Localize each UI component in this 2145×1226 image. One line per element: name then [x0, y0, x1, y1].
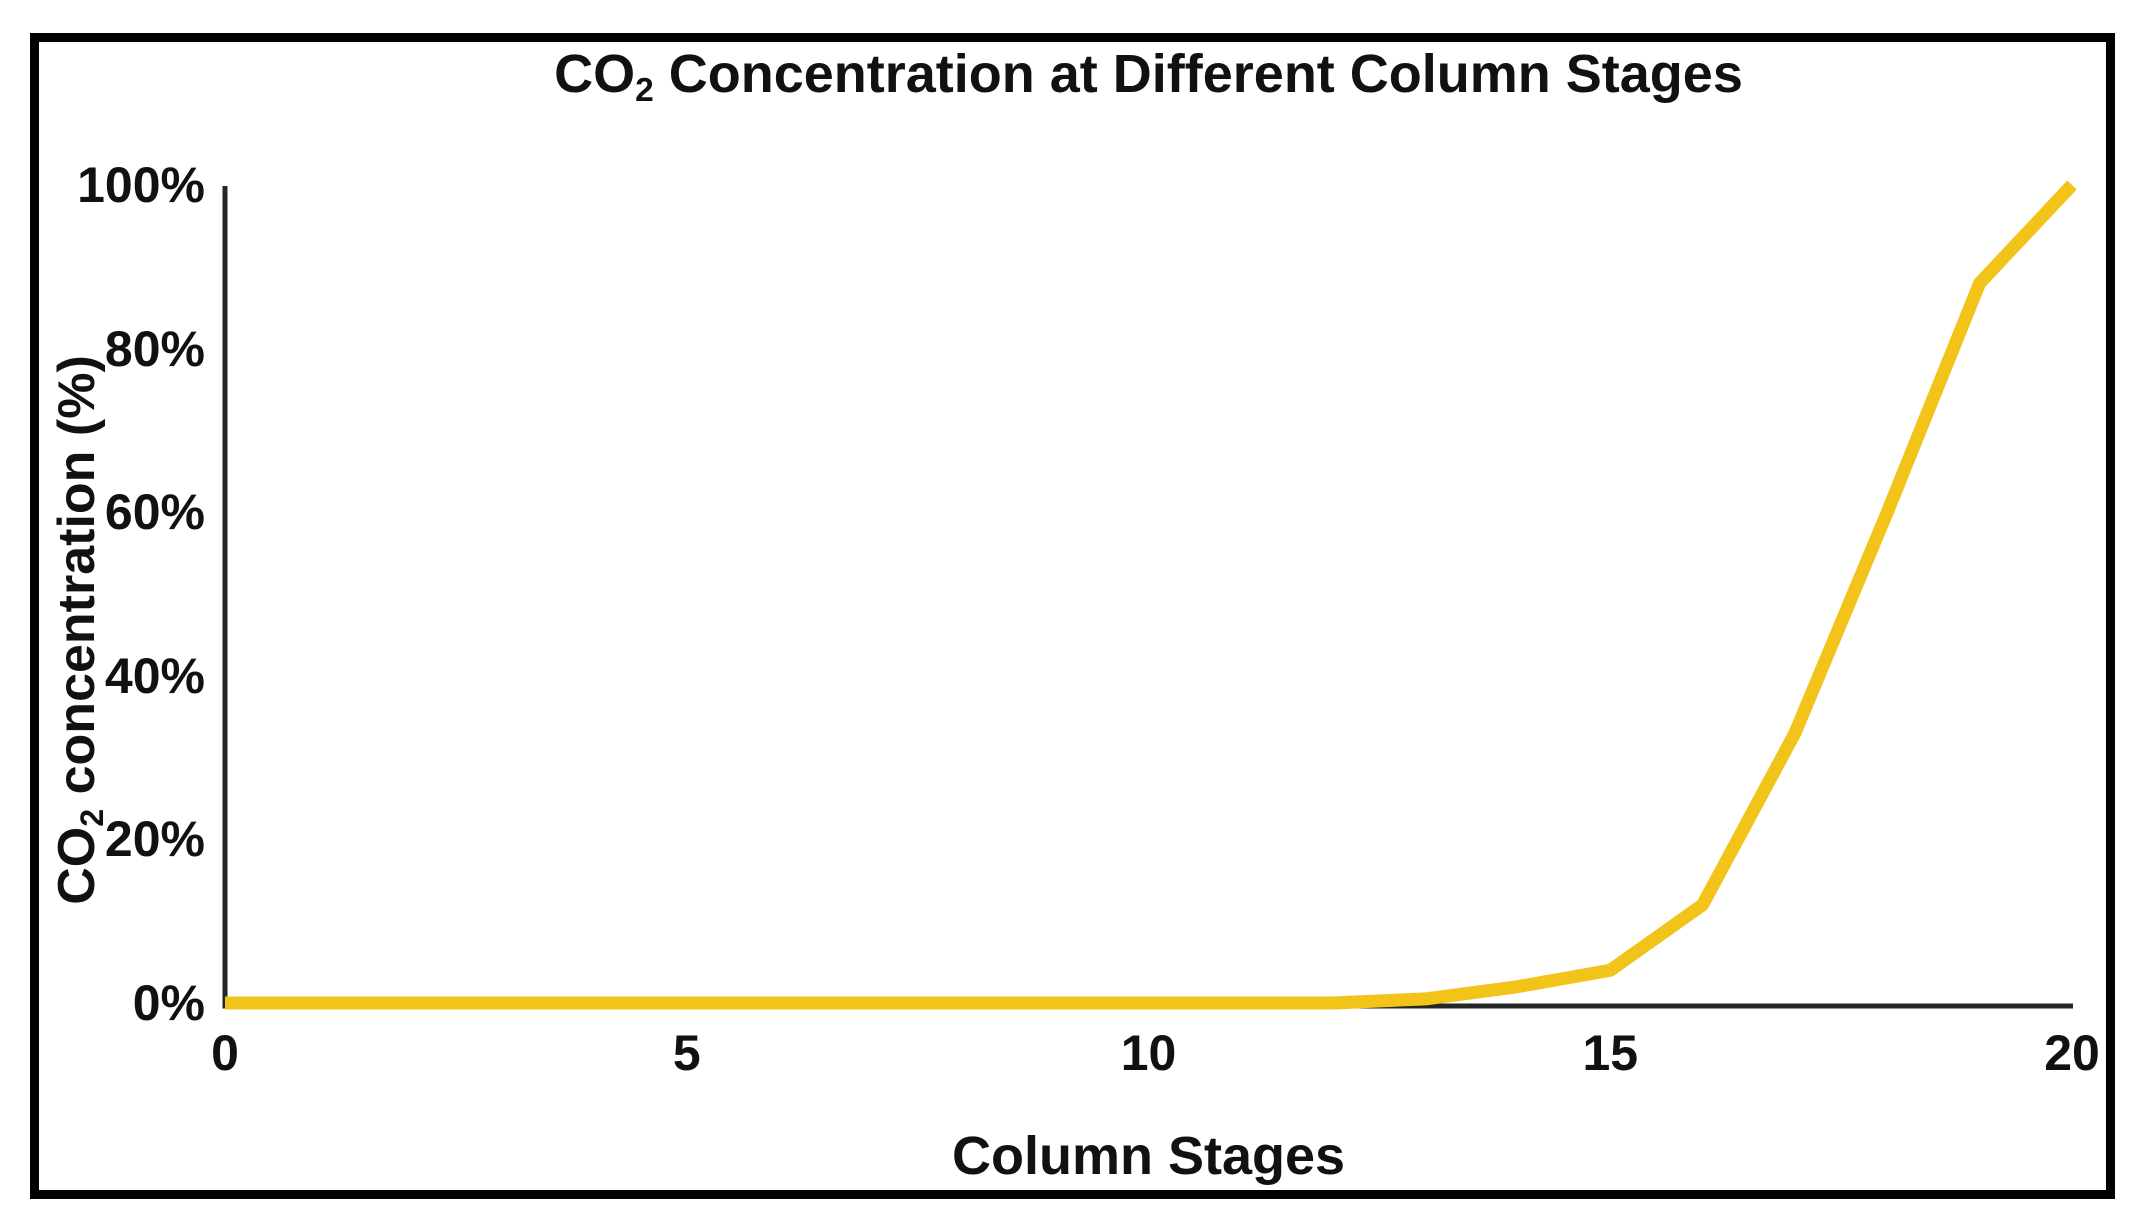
- y-tick-label: 60%: [104, 484, 205, 541]
- x-tick-label: 5: [672, 1025, 701, 1081]
- x-tick-label: 10: [1120, 1025, 1177, 1081]
- chart-title-subscript: 2: [635, 72, 654, 110]
- y-tick-label: 20%: [104, 811, 205, 868]
- x-tick-label: 15: [1582, 1025, 1639, 1081]
- y-tick-label: 100%: [77, 157, 205, 213]
- y-axis-title-rest: concentration (%): [48, 355, 106, 809]
- x-tick-label: 20: [2044, 1025, 2100, 1081]
- y-tick-label: 0%: [132, 975, 205, 1031]
- x-tick-label: 0: [211, 1025, 239, 1081]
- y-tick-label: 80%: [104, 320, 205, 377]
- figure-border: [30, 33, 2115, 1199]
- co2-series-line: [225, 180, 2077, 1010]
- chart-title-rest: Concentration at Different Column Stages: [653, 44, 1743, 104]
- x-axis-title-text: Column Stages: [951, 1126, 1346, 1186]
- chart-title-prefix: CO: [554, 44, 636, 104]
- chart-title: CO2 Concentration at Different Column St…: [225, 44, 2072, 112]
- y-tick-label: 40%: [104, 647, 205, 704]
- x-axis-title: Column Stages: [225, 1126, 2072, 1186]
